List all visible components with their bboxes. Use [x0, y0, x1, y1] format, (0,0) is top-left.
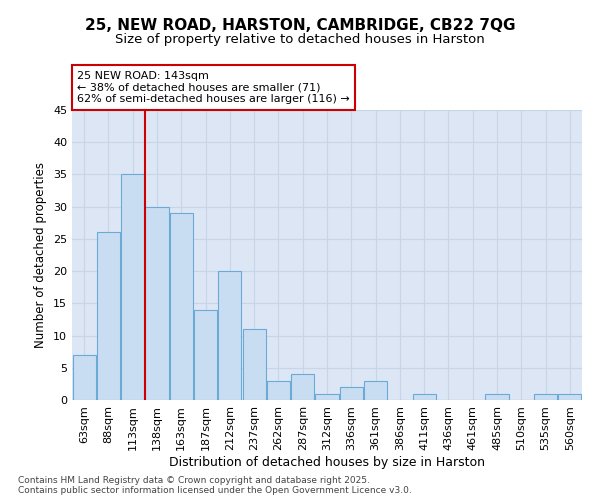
Bar: [364, 380, 387, 400]
X-axis label: Distribution of detached houses by size in Harston: Distribution of detached houses by size …: [169, 456, 485, 468]
Bar: [194, 310, 217, 400]
Bar: [485, 394, 509, 400]
Bar: [145, 206, 169, 400]
Bar: [340, 387, 363, 400]
Bar: [559, 394, 581, 400]
Text: Size of property relative to detached houses in Harston: Size of property relative to detached ho…: [115, 32, 485, 46]
Text: 25 NEW ROAD: 143sqm
← 38% of detached houses are smaller (71)
62% of semi-detach: 25 NEW ROAD: 143sqm ← 38% of detached ho…: [77, 71, 350, 104]
Bar: [413, 394, 436, 400]
Bar: [534, 394, 557, 400]
Y-axis label: Number of detached properties: Number of detached properties: [34, 162, 47, 348]
Bar: [242, 329, 266, 400]
Bar: [73, 355, 95, 400]
Bar: [267, 380, 290, 400]
Bar: [97, 232, 120, 400]
Bar: [291, 374, 314, 400]
Text: 25, NEW ROAD, HARSTON, CAMBRIDGE, CB22 7QG: 25, NEW ROAD, HARSTON, CAMBRIDGE, CB22 7…: [85, 18, 515, 32]
Bar: [316, 394, 338, 400]
Bar: [218, 271, 241, 400]
Bar: [121, 174, 144, 400]
Text: Contains HM Land Registry data © Crown copyright and database right 2025.
Contai: Contains HM Land Registry data © Crown c…: [18, 476, 412, 495]
Bar: [170, 213, 193, 400]
